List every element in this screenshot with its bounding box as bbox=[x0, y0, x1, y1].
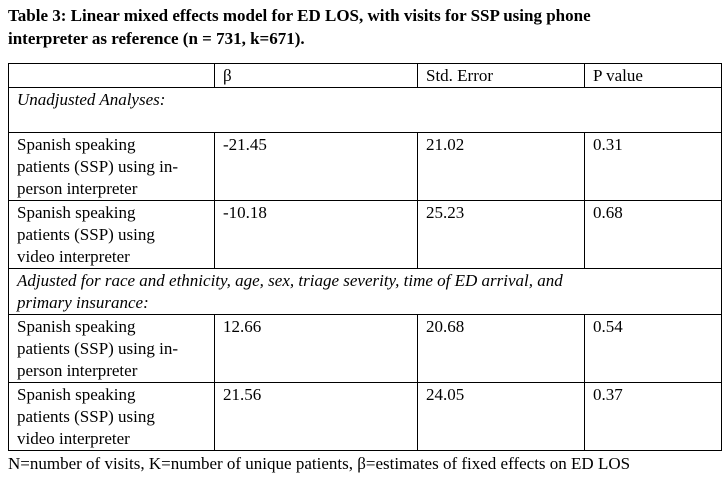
row-label-line: Spanish speaking bbox=[17, 203, 136, 222]
row-label-line: person interpreter bbox=[17, 179, 138, 198]
p-value-cell: 0.68 bbox=[584, 200, 722, 269]
std-error-cell: 25.23 bbox=[417, 200, 585, 269]
row-label-line: patients (SSP) using in- bbox=[17, 339, 179, 358]
row-label: Spanish speaking patients (SSP) using in… bbox=[8, 132, 215, 201]
std-error-cell: 21.02 bbox=[417, 132, 585, 201]
table-caption: Table 3: Linear mixed effects model for … bbox=[8, 4, 724, 50]
beta-cell: 21.56 bbox=[214, 382, 418, 451]
header-p-value: P value bbox=[584, 63, 722, 88]
row-label-line: patients (SSP) using bbox=[17, 407, 155, 426]
section-title-adjusted: Adjusted for race and ethnicity, age, se… bbox=[8, 268, 722, 315]
section-title-unadjusted: Unadjusted Analyses: bbox=[8, 87, 722, 133]
row-label-line: video interpreter bbox=[17, 247, 130, 266]
results-table: β Std. Error P value Unadjusted Analyses… bbox=[8, 63, 722, 451]
table-row: Spanish speaking patients (SSP) using vi… bbox=[8, 200, 722, 269]
row-label-line: Spanish speaking bbox=[17, 135, 136, 154]
table-row: Spanish speaking patients (SSP) using vi… bbox=[8, 382, 722, 451]
beta-cell: 12.66 bbox=[214, 314, 418, 383]
std-error-cell: 20.68 bbox=[417, 314, 585, 383]
section-row-unadjusted: Unadjusted Analyses: bbox=[8, 87, 722, 133]
beta-cell: -21.45 bbox=[214, 132, 418, 201]
header-label bbox=[8, 63, 215, 88]
row-label-line: Spanish speaking bbox=[17, 317, 136, 336]
header-row: β Std. Error P value bbox=[8, 63, 722, 88]
row-label: Spanish speaking patients (SSP) using vi… bbox=[8, 200, 215, 269]
caption-line-2: interpreter as reference (n = 731, k=671… bbox=[8, 29, 305, 48]
p-value-cell: 0.31 bbox=[584, 132, 722, 201]
section-title-line: primary insurance: bbox=[17, 293, 149, 312]
row-label-line: Spanish speaking bbox=[17, 385, 136, 404]
table-row: Spanish speaking patients (SSP) using in… bbox=[8, 314, 722, 383]
row-label-line: video interpreter bbox=[17, 429, 130, 448]
table-footnote: N=number of visits, K=number of unique p… bbox=[8, 454, 631, 473]
p-value-cell: 0.54 bbox=[584, 314, 722, 383]
row-label-line: person interpreter bbox=[17, 361, 138, 380]
section-title-line: Adjusted for race and ethnicity, age, se… bbox=[17, 271, 563, 290]
section-row-adjusted: Adjusted for race and ethnicity, age, se… bbox=[8, 268, 722, 315]
p-value-cell: 0.37 bbox=[584, 382, 722, 451]
table-row: Spanish speaking patients (SSP) using in… bbox=[8, 132, 722, 201]
header-beta: β bbox=[214, 63, 418, 88]
std-error-cell: 24.05 bbox=[417, 382, 585, 451]
row-label: Spanish speaking patients (SSP) using in… bbox=[8, 314, 215, 383]
row-label-line: patients (SSP) using bbox=[17, 225, 155, 244]
row-label: Spanish speaking patients (SSP) using vi… bbox=[8, 382, 215, 451]
header-std-error: Std. Error bbox=[417, 63, 585, 88]
row-label-line: patients (SSP) using in- bbox=[17, 157, 179, 176]
caption-line-1: Table 3: Linear mixed effects model for … bbox=[8, 6, 591, 25]
beta-cell: -10.18 bbox=[214, 200, 418, 269]
